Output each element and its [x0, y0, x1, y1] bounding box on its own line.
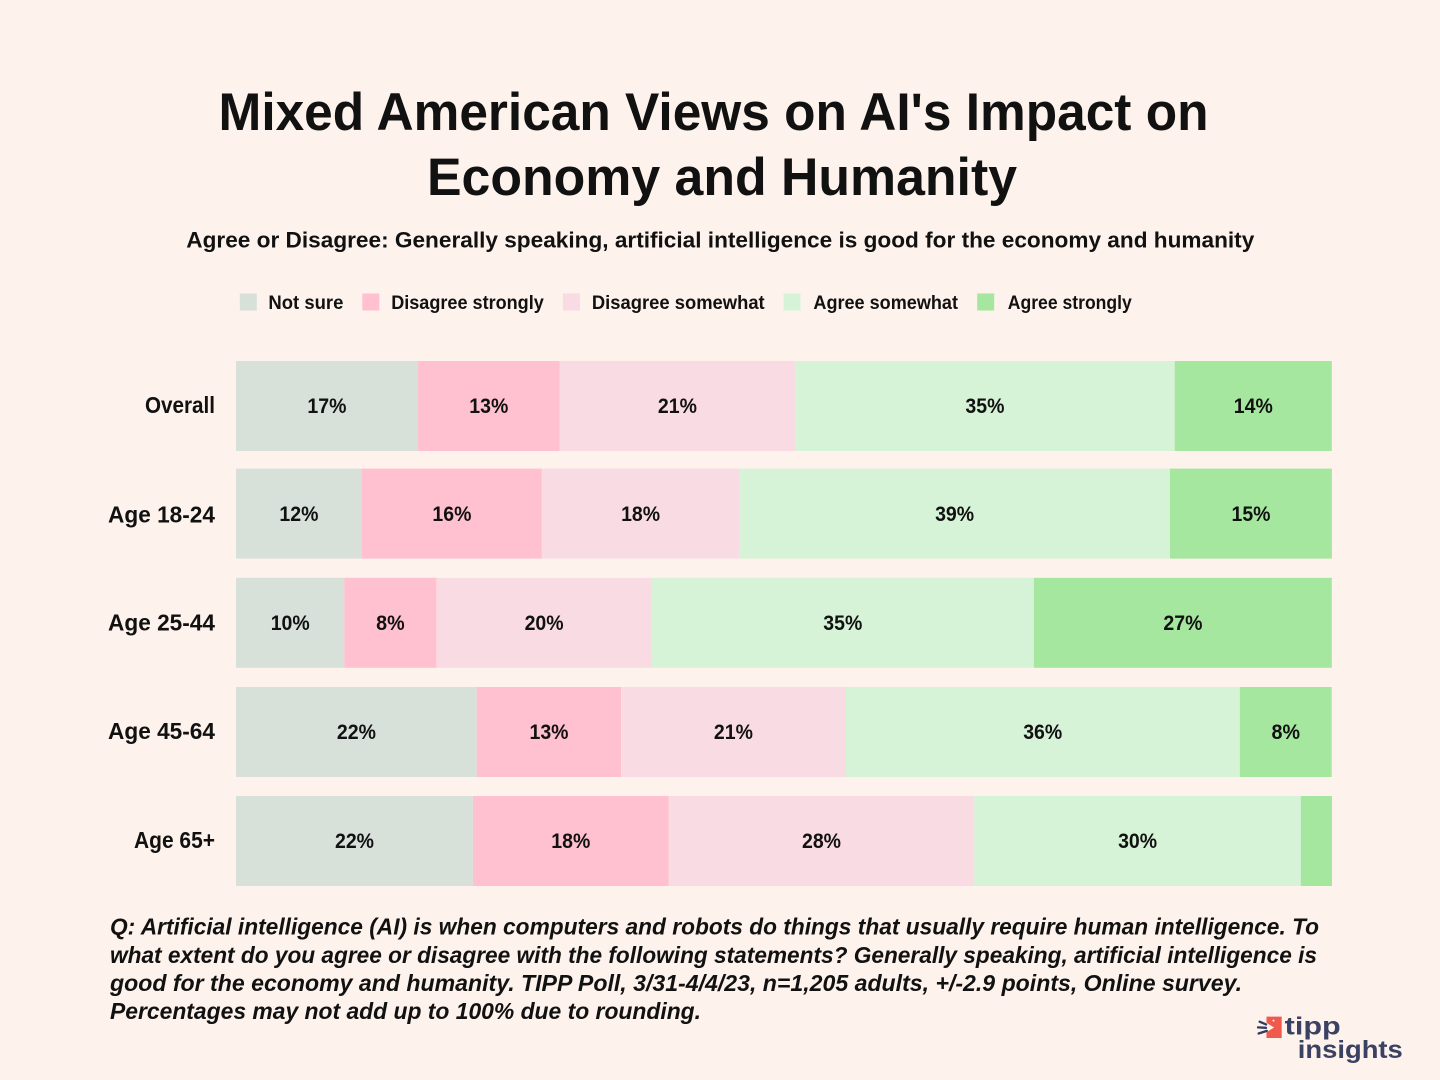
svg-text:Not sure: Not sure [268, 293, 343, 314]
svg-text:30%: 30% [1118, 829, 1157, 853]
svg-text:Disagree strongly: Disagree strongly [391, 293, 544, 314]
svg-text:13%: 13% [530, 720, 569, 744]
svg-text:10%: 10% [271, 611, 310, 635]
svg-text:tipp: tipp [1285, 1012, 1341, 1040]
svg-text:Age 45-64: Age 45-64 [108, 718, 215, 744]
svg-text:insights: insights [1298, 1036, 1403, 1064]
svg-text:16%: 16% [432, 502, 471, 526]
svg-text:good for the economy and human: good for the economy and humanity. TIPP … [109, 970, 1242, 996]
svg-text:Age 18-24: Age 18-24 [108, 501, 215, 527]
svg-text:35%: 35% [823, 611, 862, 635]
svg-text:Age 25-44: Age 25-44 [108, 610, 215, 636]
svg-text:22%: 22% [337, 720, 376, 744]
svg-text:Age 65+: Age 65+ [134, 827, 215, 853]
svg-text:Economy and Humanity: Economy and Humanity [427, 148, 1018, 207]
svg-text:22%: 22% [335, 829, 374, 853]
svg-text:21%: 21% [714, 720, 753, 744]
svg-text:13%: 13% [469, 394, 508, 418]
svg-text:18%: 18% [621, 502, 660, 526]
svg-text:Mixed American Views on AI's I: Mixed American Views on AI's Impact on [219, 83, 1209, 142]
svg-text:Q: Artificial intelligence (AI: Q: Artificial intelligence (AI) is when … [110, 914, 1319, 940]
svg-text:8%: 8% [1272, 720, 1301, 744]
svg-text:18%: 18% [551, 829, 590, 853]
svg-text:36%: 36% [1023, 720, 1062, 744]
svg-text:Agree or Disagree: Generally s: Agree or Disagree: Generally speaking, a… [186, 228, 1254, 253]
svg-text:Agree strongly: Agree strongly [1008, 293, 1132, 314]
svg-text:8%: 8% [376, 611, 405, 635]
svg-text:Overall: Overall [145, 392, 215, 418]
svg-text:what extent do you agree or di: what extent do you agree or disagree wit… [110, 942, 1317, 968]
svg-text:14%: 14% [1234, 394, 1273, 418]
svg-text:Agree somewhat: Agree somewhat [813, 293, 958, 314]
svg-text:15%: 15% [1232, 502, 1271, 526]
svg-text:20%: 20% [525, 611, 564, 635]
svg-text:35%: 35% [965, 394, 1004, 418]
svg-text:Disagree somewhat: Disagree somewhat [592, 293, 765, 314]
svg-text:12%: 12% [279, 502, 318, 526]
svg-text:21%: 21% [658, 394, 697, 418]
svg-text:17%: 17% [307, 394, 346, 418]
svg-text:Percentages may not add up to: Percentages may not add up to 100% due t… [110, 998, 701, 1024]
svg-text:28%: 28% [802, 829, 841, 853]
svg-text:39%: 39% [935, 502, 974, 526]
svg-text:27%: 27% [1163, 611, 1202, 635]
